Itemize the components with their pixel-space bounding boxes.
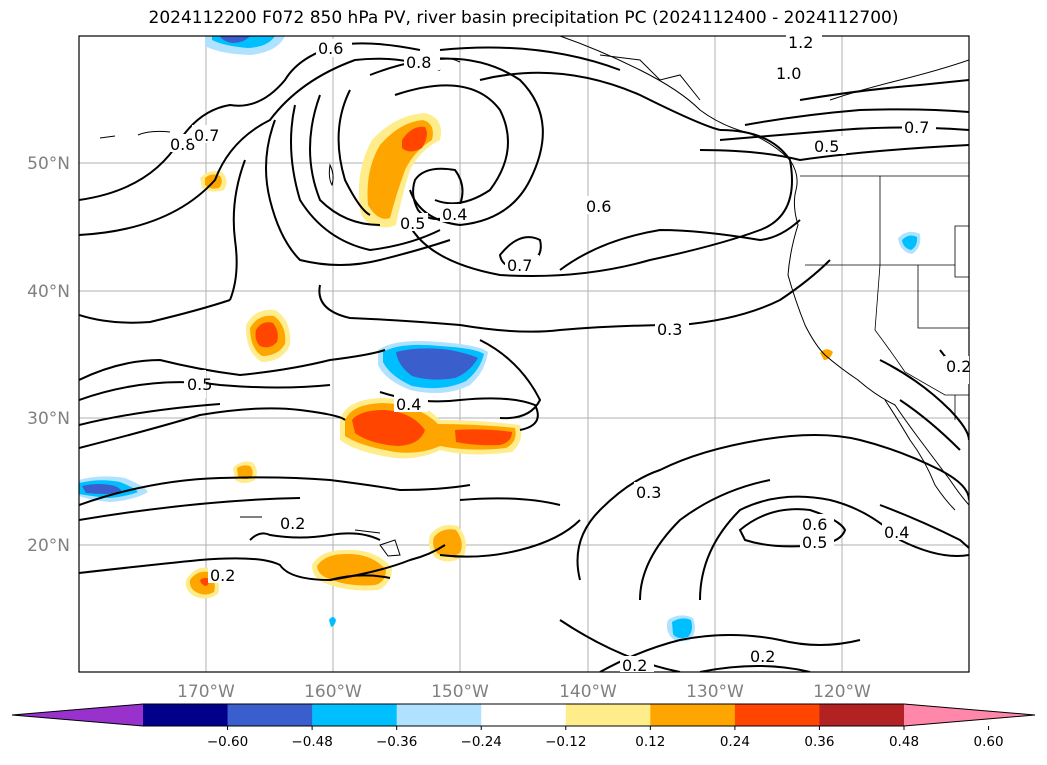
lon-label: 140°W [559,682,617,702]
colorbar-extend-low [12,704,143,726]
colorbar [11,703,1036,727]
colorbar-tick-label: 0.12 [635,734,665,750]
contour-label: 0.2 [280,514,305,533]
colorbar-tick-label: −0.36 [376,734,417,750]
contour-label: 1.0 [776,64,801,83]
colorbar-segment [312,704,398,726]
lat-label: 40°N [27,282,70,302]
colorbar-tick-label: −0.12 [545,734,586,750]
contour-label: 0.2 [622,656,647,675]
precipitation-shading [79,36,921,642]
colorbar-tick-label: 0.24 [720,734,750,750]
lon-label: 120°W [813,682,871,702]
contour-label: 0.3 [657,320,682,339]
colorbar-labels: −0.60 −0.48 −0.36 −0.24 −0.12 0.12 0.24 0.36 0.4… [207,726,1004,750]
colorbar-segment [396,704,482,726]
contour-label: 0.4 [396,395,421,414]
lon-label: 130°W [686,682,744,702]
contour-label: 0.5 [187,375,212,394]
lat-label: 20°N [27,536,70,556]
colorbar-tick-label: −0.48 [291,734,332,750]
contour-label: 0.2 [750,647,775,666]
contour-label: 0.8 [170,135,195,154]
lat-label: 30°N [27,409,70,429]
colorbar-tick-label: 0.36 [804,734,834,750]
colorbar-segment [819,704,905,726]
state-borders [800,175,969,420]
contour-labels: 0.6 0.8 1.2 1.0 0.7 0.5 0.8 0.7 0.5 0.4 … [168,33,971,675]
colorbar-segment [565,704,651,726]
contour-label: 0.2 [946,357,971,376]
contour-label: 0.7 [904,118,929,137]
colorbar-tick-label: 0.60 [974,734,1004,750]
contour-label: 0.4 [442,205,467,224]
colorbar-segment [227,704,313,726]
colorbar-extend-high [904,704,1035,726]
contour-label: 0.2 [210,566,235,585]
latitude-labels: 50°N 40°N 30°N 20°N [27,154,70,556]
map-title: 2024112200 F072 850 hPa PV, river basin … [148,8,899,28]
colorbar-segment [481,704,567,726]
lat-label: 50°N [27,154,70,174]
contour-label: 0.5 [802,533,827,552]
contour-label: 1.2 [788,33,813,52]
lon-label: 170°W [177,682,235,702]
colorbar-tick-label: −0.60 [207,734,248,750]
contour-label: 0.6 [586,197,611,216]
colorbar-segment [650,704,736,726]
contour-label: 0.7 [194,126,219,145]
contour-label: 0.6 [802,515,827,534]
lon-label: 150°W [431,682,489,702]
contour-label: 0.6 [318,39,343,58]
contour-label: 0.5 [814,137,839,156]
colorbar-segment [143,704,229,726]
colorbar-outline [11,703,1036,727]
contour-label: 0.8 [406,53,431,72]
lon-label: 160°W [304,682,362,702]
contour-label: 0.3 [636,483,661,502]
coastlines [99,36,969,557]
contour-label: 0.7 [507,256,532,275]
contour-label: 0.5 [400,214,425,233]
colorbar-tick-label: −0.24 [461,734,502,750]
map-frame [78,35,970,673]
colorbar-tick-label: 0.48 [889,734,919,750]
colorbar-segment [734,704,820,726]
longitude-labels: 170°W 160°W 150°W 140°W 130°W 120°W [177,682,871,702]
contour-label: 0.4 [884,523,909,542]
